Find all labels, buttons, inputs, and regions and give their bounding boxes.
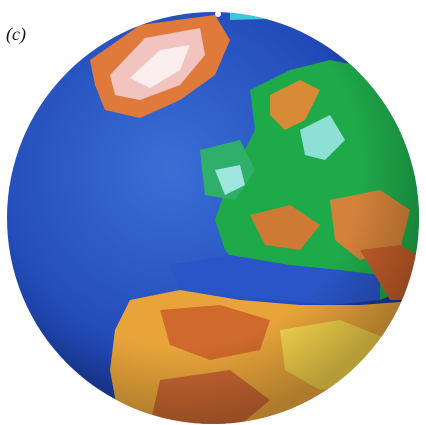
page: (c) (() => { const data = JSON.parse(doc…: [0, 0, 426, 425]
globe-figure: (c): [0, 0, 426, 425]
north-pole-marker: [215, 11, 221, 17]
panel-label: (c): [6, 24, 26, 45]
globe: [0, 0, 426, 425]
globe-shading: [7, 12, 419, 424]
